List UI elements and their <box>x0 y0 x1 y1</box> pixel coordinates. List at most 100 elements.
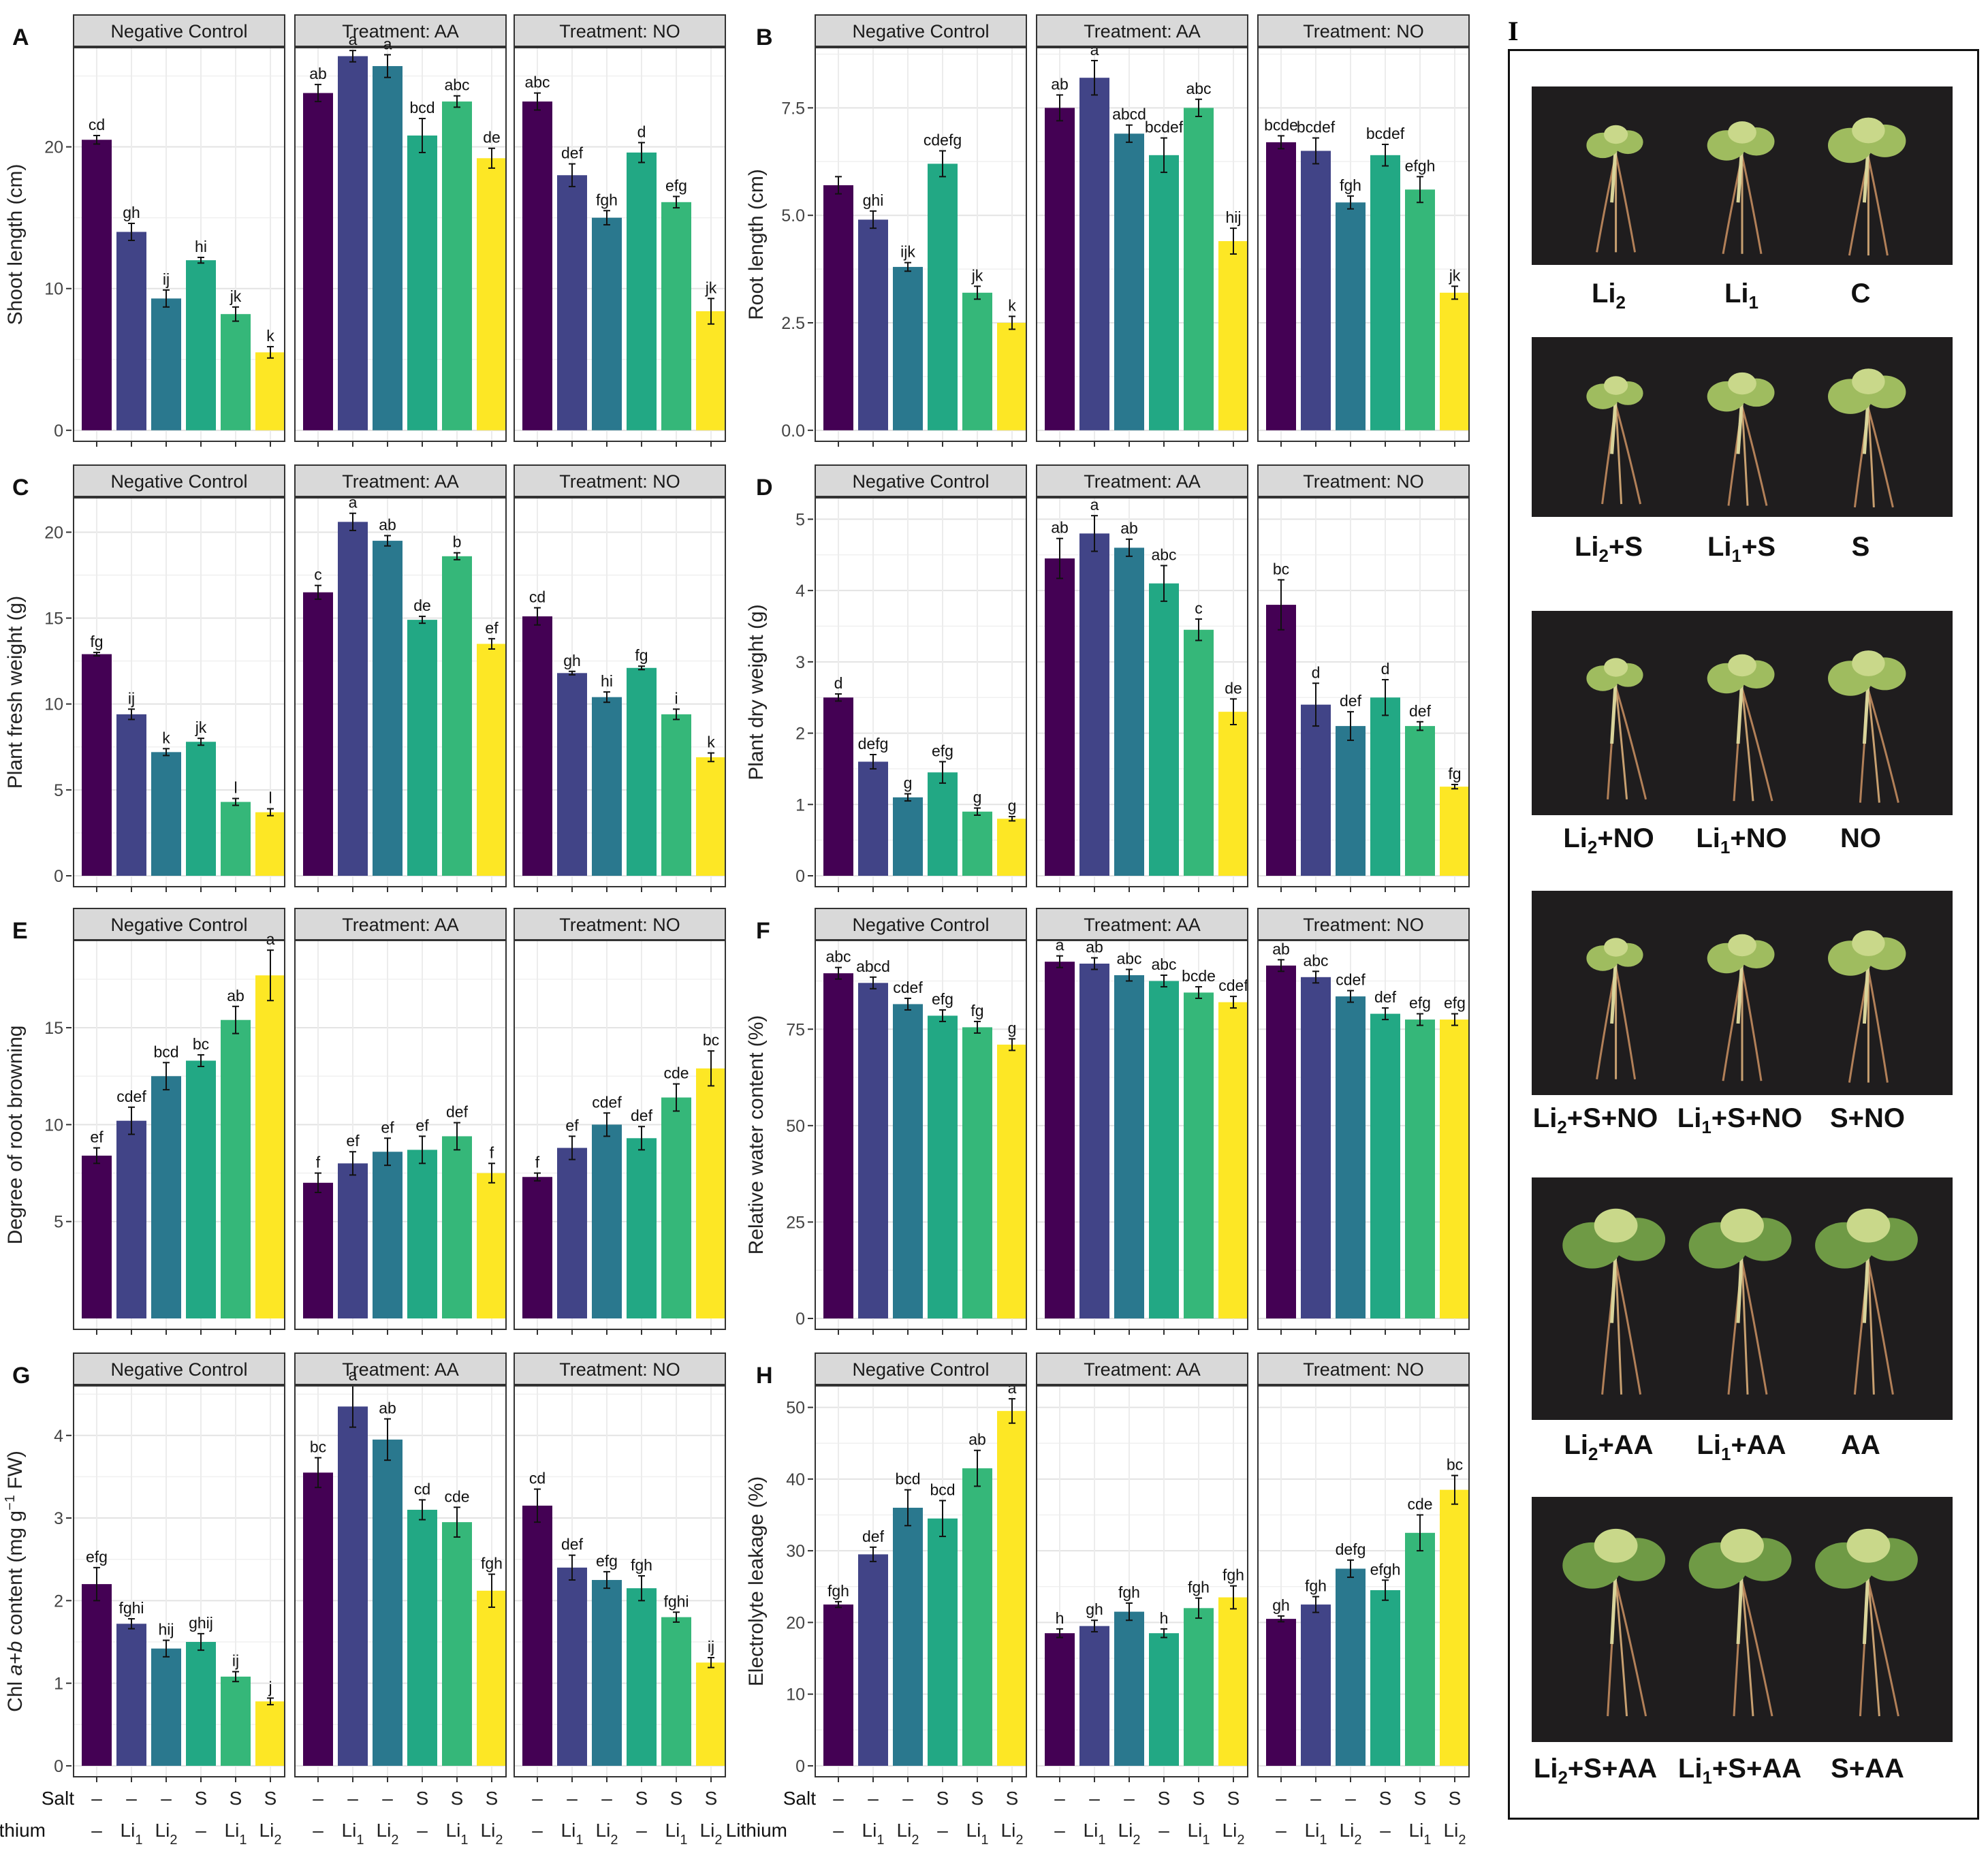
y-tick-label: 5 <box>54 781 63 800</box>
plot-border <box>514 940 726 1330</box>
bar <box>186 1060 216 1319</box>
y-tick-label: 50 <box>786 1117 805 1136</box>
significance-label: fgh <box>1305 1577 1327 1594</box>
root <box>1741 1581 1773 1717</box>
seedling <box>1562 1528 1666 1717</box>
lithium-tick-label: Li2 <box>481 1820 503 1848</box>
bar <box>373 1152 403 1319</box>
facet-treatment-no: Treatment: NO cd gh hi fg i k <box>514 464 726 892</box>
leaf <box>1594 1208 1638 1243</box>
significance-label: ef <box>381 1118 394 1136</box>
facet-strip-label: Treatment: AA <box>1084 1359 1201 1380</box>
bar <box>373 66 403 430</box>
bar <box>1405 1019 1435 1319</box>
facet-strip <box>73 908 285 940</box>
root <box>1615 686 1647 800</box>
lithium-tick-label: – <box>636 1820 647 1841</box>
significance-label: cde <box>1407 1495 1432 1513</box>
plot-border <box>294 47 507 442</box>
significance-label: g <box>904 774 913 792</box>
significance-label: cde <box>663 1064 689 1082</box>
seedling <box>1707 121 1775 255</box>
significance-label: bc <box>193 1035 209 1053</box>
significance-label: a <box>1090 496 1099 513</box>
plot-border <box>73 47 285 442</box>
salt-tick-label: – <box>126 1788 137 1809</box>
bar <box>627 152 657 430</box>
facet-strip <box>73 14 285 47</box>
bar <box>696 1662 726 1766</box>
plot-border <box>1257 497 1470 887</box>
lithium-tick-label: Li2 <box>155 1820 178 1848</box>
y-tick-label: 5 <box>795 510 805 529</box>
significance-label: gh <box>1272 1596 1290 1614</box>
plot-border <box>1257 47 1470 442</box>
salt-tick-label: S <box>936 1788 949 1809</box>
significance-label: cdef <box>1218 977 1248 994</box>
bar <box>522 616 552 876</box>
photo-label: Li2+AA <box>1564 1430 1654 1464</box>
plot-border <box>1036 1385 1248 1777</box>
photo-label: Li2 <box>1591 279 1626 313</box>
significance-label: ef <box>565 1116 579 1134</box>
y-tick-label: 20 <box>786 1613 805 1632</box>
x-axis-labels-left: SaltLithium–––Li1–Li2S–SLi1SLi2–––Li1–Li… <box>0 1788 722 1848</box>
y-axis-label: Electrolyte leakage (%) <box>745 1476 768 1686</box>
significance-label: de <box>413 597 431 614</box>
stem <box>1610 678 1618 744</box>
significance-label: d <box>834 674 843 692</box>
bar <box>1079 1626 1109 1766</box>
significance-label: fgh <box>481 1555 503 1572</box>
plot-border <box>73 940 285 1330</box>
bar <box>1079 963 1109 1319</box>
lithium-tick-label: Li1 <box>561 1820 584 1848</box>
bar <box>303 592 333 876</box>
y-axis-label: Relative water content (%) <box>745 1015 768 1255</box>
significance-label: bc <box>703 1031 719 1049</box>
plot-border <box>514 1385 726 1777</box>
significance-label: abc <box>1151 955 1176 973</box>
bar <box>442 556 472 876</box>
bar <box>82 654 112 876</box>
bar <box>823 697 853 876</box>
bar <box>303 1182 333 1319</box>
significance-label: k <box>162 729 170 746</box>
facet-strip-label: Treatment: AA <box>1084 21 1201 42</box>
facet-strip <box>815 14 1027 47</box>
chart-panel-g: G Chl a+b content (mg g−1 FW) 0 1 2 3 4 Negativ… <box>3 1352 726 1782</box>
root <box>1741 155 1763 255</box>
stem <box>1736 678 1744 744</box>
significance-label: abc <box>524 74 550 91</box>
bar <box>186 1641 216 1766</box>
bar <box>893 797 923 876</box>
bar <box>661 1617 691 1766</box>
photo-row-3 <box>1532 611 1953 815</box>
panel-letter-I: I <box>1508 16 1519 46</box>
y-tick-label: 50 <box>786 1399 805 1418</box>
significance-label: fg <box>635 646 648 664</box>
significance-label: def <box>1340 692 1362 710</box>
salt-tick-label: S <box>1414 1788 1427 1809</box>
facet-strip <box>294 1352 507 1385</box>
facet-strip <box>514 908 726 940</box>
y-axis-label: Shoot length (cm) <box>4 164 27 326</box>
seedling <box>1815 1528 1918 1717</box>
facet-negative-control: Negative Control d defg g efg g g <box>815 464 1027 892</box>
bar <box>407 136 437 430</box>
significance-label: bc <box>1447 1456 1463 1474</box>
lithium-tick-label: – <box>91 1820 102 1841</box>
significance-label: fgh <box>1222 1566 1244 1584</box>
plot-border <box>815 497 1027 887</box>
bar <box>407 620 437 876</box>
bar <box>221 1019 251 1319</box>
facet-strip-label: Negative Control <box>852 915 989 935</box>
bar <box>255 1701 285 1766</box>
significance-label: a <box>1056 936 1064 954</box>
significance-label: ab <box>1272 940 1290 958</box>
significance-label: efg <box>932 990 953 1008</box>
